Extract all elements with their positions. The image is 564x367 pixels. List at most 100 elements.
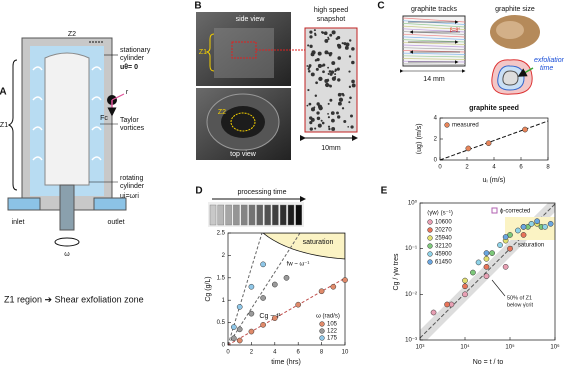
z1-text: Z1 bbox=[199, 49, 207, 56]
width-text: 14 mm bbox=[423, 76, 445, 83]
x-tick-label: 4 bbox=[273, 350, 277, 356]
vial bbox=[209, 204, 217, 226]
legend-label: 10600 bbox=[435, 220, 452, 226]
legend-marker bbox=[319, 328, 325, 334]
vial bbox=[287, 204, 295, 226]
particle bbox=[335, 37, 339, 40]
label-text: time bbox=[540, 65, 553, 72]
track bbox=[402, 25, 466, 30]
particle bbox=[327, 84, 330, 87]
z2-text: Z2 bbox=[218, 109, 226, 116]
device-drawing bbox=[7, 37, 127, 247]
particle bbox=[347, 126, 350, 128]
x-tick-label: 6 bbox=[519, 165, 523, 171]
label-text: snapshot bbox=[317, 16, 345, 23]
vial bbox=[233, 204, 240, 226]
vial bbox=[295, 204, 302, 226]
x-tick-label: 8 bbox=[320, 350, 324, 356]
particle bbox=[315, 67, 319, 71]
particle bbox=[316, 57, 320, 62]
particle bbox=[348, 85, 352, 89]
x-tick-label: 2 bbox=[250, 350, 254, 356]
photos bbox=[196, 12, 358, 160]
particle bbox=[306, 104, 309, 107]
y-tick-label: 0.5 bbox=[217, 320, 226, 326]
data-point bbox=[547, 220, 554, 227]
particle bbox=[307, 88, 310, 92]
x-tick-label: 10⁶ bbox=[550, 344, 560, 351]
particle bbox=[331, 127, 336, 131]
particle bbox=[337, 45, 342, 49]
particle bbox=[327, 125, 331, 128]
fc-text: Fc bbox=[100, 115, 108, 122]
data-point bbox=[534, 218, 540, 225]
particle bbox=[328, 53, 332, 57]
vial bbox=[240, 204, 248, 226]
phi-marker bbox=[491, 207, 498, 214]
data-point bbox=[248, 283, 255, 290]
particle bbox=[309, 30, 313, 34]
us-text: uθ= 0 bbox=[120, 64, 138, 71]
particle bbox=[330, 111, 335, 115]
particle bbox=[348, 55, 352, 58]
x-tick-label: 10⁵ bbox=[505, 344, 515, 351]
data-point bbox=[470, 269, 476, 276]
particle bbox=[327, 116, 330, 119]
ui-text: ui=ωri bbox=[120, 193, 139, 200]
y-tick-label: 2 bbox=[434, 137, 438, 143]
vial bbox=[256, 204, 263, 226]
particle bbox=[324, 50, 329, 55]
particle bbox=[340, 93, 343, 95]
data-point bbox=[515, 227, 521, 234]
label-text: vortices bbox=[120, 125, 145, 132]
legend-marker bbox=[319, 335, 325, 341]
legend-title-text: ω (rad/s) bbox=[316, 314, 340, 320]
z2-text: Z2 bbox=[68, 31, 76, 38]
data-point bbox=[260, 295, 266, 301]
particle bbox=[334, 75, 337, 78]
caption-text: Z1 region ➔ Shear exfoliation zone bbox=[4, 294, 144, 304]
x-tick-label: 6 bbox=[297, 350, 301, 356]
track bbox=[402, 47, 466, 50]
particle bbox=[331, 30, 336, 35]
data-point bbox=[318, 288, 325, 295]
track bbox=[402, 17, 466, 23]
vial bbox=[225, 204, 232, 226]
data-point bbox=[497, 242, 503, 248]
legend-label: measured bbox=[452, 123, 479, 129]
label-text: 50% of Z1 bbox=[507, 295, 532, 301]
label-text: rotating bbox=[120, 175, 143, 182]
data-point bbox=[248, 310, 255, 317]
track bbox=[402, 20, 466, 25]
particle bbox=[344, 45, 349, 50]
letter-text: D bbox=[195, 186, 202, 197]
label-text: below γ̇crit bbox=[507, 302, 533, 308]
y-tick-label: 2 bbox=[222, 253, 226, 259]
particle bbox=[343, 119, 347, 123]
particle bbox=[316, 111, 320, 115]
track bbox=[402, 44, 466, 48]
particle bbox=[307, 67, 310, 71]
label-text: Taylor bbox=[120, 117, 139, 124]
particle bbox=[309, 35, 313, 39]
particle bbox=[309, 121, 313, 125]
particle bbox=[321, 31, 325, 34]
particle bbox=[337, 78, 341, 82]
phi-text: ϕ-corrected bbox=[500, 209, 530, 215]
particle bbox=[327, 38, 330, 41]
particle bbox=[351, 83, 356, 88]
legend-label: 20270 bbox=[435, 228, 452, 234]
particle bbox=[317, 63, 322, 68]
data-point bbox=[231, 335, 237, 342]
particle bbox=[337, 56, 342, 60]
particle bbox=[349, 96, 352, 100]
vial bbox=[280, 204, 287, 226]
legend-marker bbox=[427, 227, 433, 233]
particle bbox=[341, 42, 344, 45]
side-view-text: side view bbox=[236, 16, 266, 23]
outlet-text: outlet bbox=[107, 219, 124, 226]
particle bbox=[327, 66, 330, 69]
particle bbox=[322, 70, 325, 74]
x-tick-label: 10 bbox=[342, 350, 349, 356]
